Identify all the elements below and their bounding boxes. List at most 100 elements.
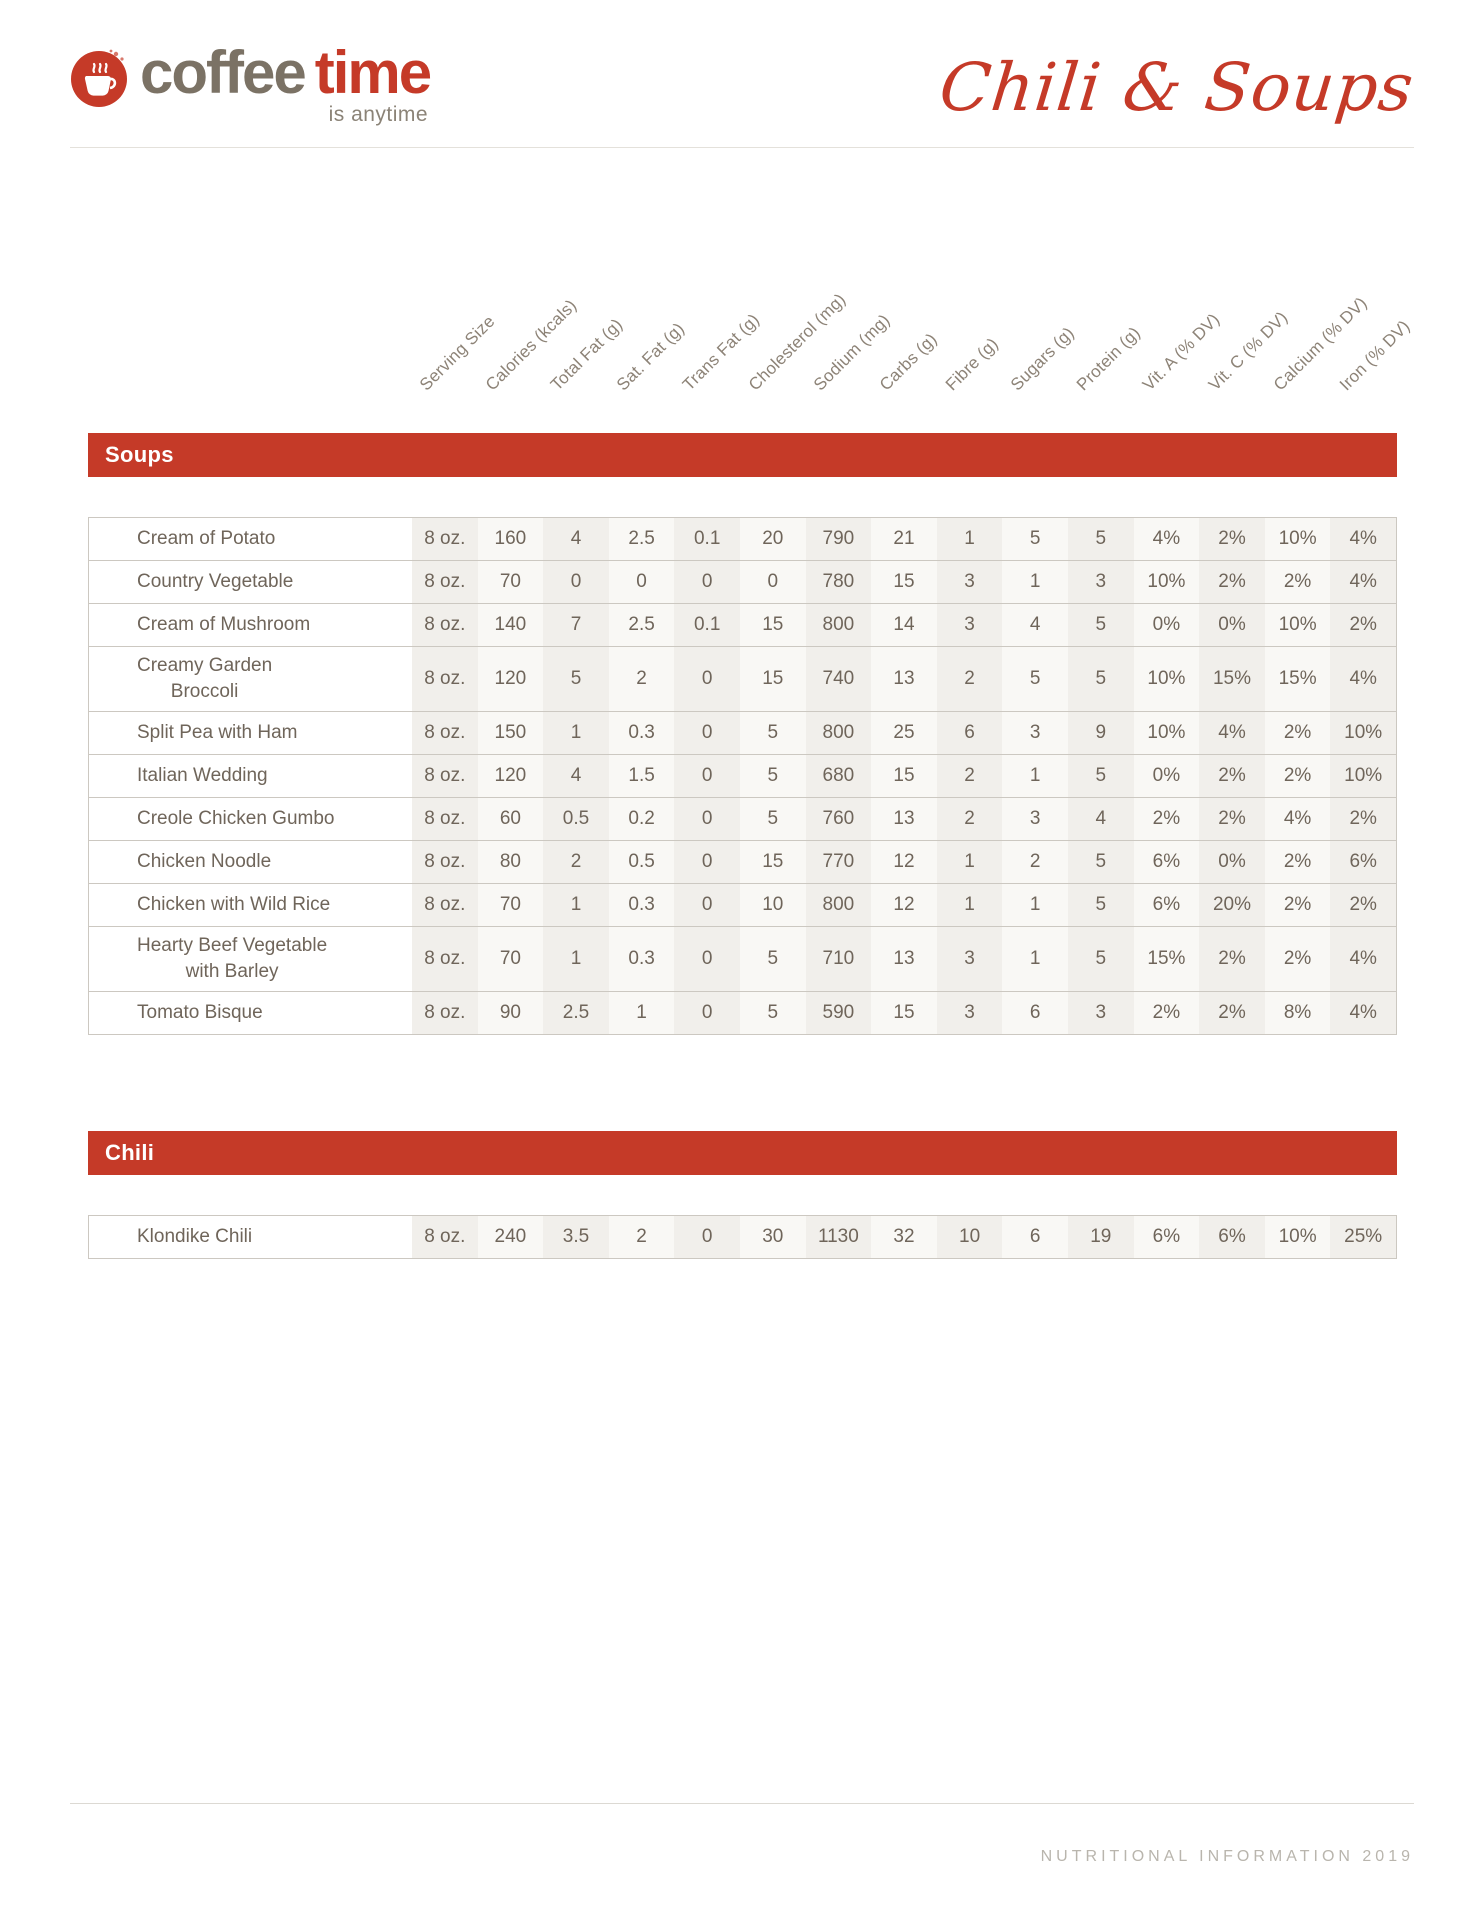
value-cell: 5 (1067, 604, 1134, 646)
value-cell: 1 (1002, 927, 1068, 991)
value-cell: 4% (1133, 518, 1200, 560)
value-cell: 6 (1002, 992, 1068, 1034)
value-cell: 160 (477, 518, 544, 560)
value-cell: 2% (1264, 712, 1331, 754)
value-cell: 6% (1330, 841, 1396, 883)
value-cell: 1130 (805, 1216, 872, 1258)
sections: Soups Cream of Potato 8 oz. 160 4 2.5 0.1 20 790… (88, 433, 1397, 1259)
value-cell: 680 (805, 755, 872, 797)
value-cell: 3 (1067, 992, 1134, 1034)
item-name: Creamy Garden Broccoli (137, 655, 273, 702)
value-cell: 4 (543, 755, 609, 797)
value-cell: 0 (674, 841, 740, 883)
value-cell: 90 (477, 992, 544, 1034)
value-cell: 2% (1264, 841, 1331, 883)
value-cell: 10% (1133, 712, 1200, 754)
value-cell: 4% (1330, 647, 1396, 711)
nutrition-table-chili: Klondike Chili 8 oz. 240 3.5 2 0 30 1130 32 10 6 19… (88, 1215, 1397, 1259)
page-title: Chili & Soups (936, 49, 1419, 126)
value-cell: 10% (1133, 647, 1200, 711)
column-header: Protein (g) (1073, 323, 1145, 395)
value-cell: 8 oz. (412, 755, 478, 797)
value-cell: 240 (477, 1216, 544, 1258)
value-cell: 10 (739, 884, 806, 926)
value-cell: 5 (543, 647, 609, 711)
value-cell: 0 (674, 647, 740, 711)
value-cell: 6% (1133, 1216, 1200, 1258)
value-cell: 2 (936, 755, 1003, 797)
value-cell: 120 (477, 647, 544, 711)
value-cell: 70 (477, 561, 544, 603)
value-cell: 5 (1002, 647, 1068, 711)
value-cell: 2% (1264, 927, 1331, 991)
table-row: Country Vegetable 8 oz. 70 0 0 0 0 780 15 3 1 3 10% 2… (89, 561, 1396, 604)
item-name: Creole Chicken Gumbo (137, 808, 335, 829)
value-cell: 0 (739, 561, 806, 603)
value-cell: 120 (477, 755, 544, 797)
value-cell: 15 (739, 647, 806, 711)
value-cell: 1 (543, 927, 609, 991)
value-cell: 5 (1067, 647, 1134, 711)
value-cell: 2% (1199, 518, 1265, 560)
value-cell: 1.5 (608, 755, 675, 797)
section-gap (88, 1035, 1397, 1131)
value-cell: 10% (1264, 1216, 1331, 1258)
value-cell: 32 (871, 1216, 937, 1258)
value-cell: 4% (1330, 992, 1396, 1034)
value-cell: 2% (1199, 561, 1265, 603)
value-cell: 800 (805, 604, 872, 646)
value-cell: 10% (1330, 712, 1396, 754)
value-cell: 20 (739, 518, 806, 560)
section-banner-soups: Soups (88, 433, 1397, 477)
value-cell: 25% (1330, 1216, 1396, 1258)
value-cell: 6 (936, 712, 1003, 754)
item-name: Hearty Beef Vegetable with Barley (137, 935, 328, 982)
value-cell: 5 (1067, 927, 1134, 991)
value-cell: 740 (805, 647, 872, 711)
value-cell: 2% (1133, 992, 1200, 1034)
value-cell: 20% (1199, 884, 1265, 926)
logo-word-coffee: coffee (140, 39, 307, 106)
page-header: coffee time is anytime Chili & Soups (70, 38, 1418, 138)
value-cell: 760 (805, 798, 872, 840)
value-cell: 1 (543, 712, 609, 754)
value-cell: 0 (674, 992, 740, 1034)
table-row: Tomato Bisque 8 oz. 90 2.5 1 0 5 590 15 3 6 3 2% 2% 8%… (89, 992, 1396, 1035)
value-cell: 0% (1199, 841, 1265, 883)
header-divider (70, 147, 1414, 148)
value-cell: 5 (739, 798, 806, 840)
value-cell: 80 (477, 841, 544, 883)
value-cell: 0.1 (674, 604, 740, 646)
value-cell: 19 (1067, 1216, 1134, 1258)
table-row: Cream of Potato 8 oz. 160 4 2.5 0.1 20 790 21 1 5 5… (89, 518, 1396, 561)
value-cell: 8 oz. (412, 992, 478, 1034)
value-cell: 6% (1133, 841, 1200, 883)
value-cell: 2 (608, 1216, 675, 1258)
value-cell: 0 (674, 561, 740, 603)
value-cell: 6% (1133, 884, 1200, 926)
section-banner-chili: Chili (88, 1131, 1397, 1175)
value-cell: 70 (477, 884, 544, 926)
value-cell: 0.5 (608, 841, 675, 883)
value-cell: 8 oz. (412, 561, 478, 603)
value-cell: 10% (1330, 755, 1396, 797)
table-row: Cream of Mushroom 8 oz. 140 7 2.5 0.1 15 800 14 3… (89, 604, 1396, 647)
value-cell: 15 (871, 755, 937, 797)
value-cell: 2% (1264, 884, 1331, 926)
item-name: Klondike Chili (137, 1226, 253, 1247)
value-cell: 30 (739, 1216, 806, 1258)
value-cell: 14 (871, 604, 937, 646)
value-cell: 0% (1199, 604, 1265, 646)
value-cell: 8 oz. (412, 927, 478, 991)
value-cell: 0.2 (608, 798, 675, 840)
value-cell: 3 (1002, 798, 1068, 840)
value-cell: 60 (477, 798, 544, 840)
value-cell: 2% (1330, 604, 1396, 646)
value-cell: 5 (1067, 518, 1134, 560)
table-row: Italian Wedding 8 oz. 120 4 1.5 0 5 680 15 2 1 5 0% 2… (89, 755, 1396, 798)
value-cell: 8 oz. (412, 841, 478, 883)
value-cell: 8 oz. (412, 518, 478, 560)
value-cell: 3 (1002, 712, 1068, 754)
value-cell: 15% (1133, 927, 1200, 991)
value-cell: 1 (936, 884, 1003, 926)
